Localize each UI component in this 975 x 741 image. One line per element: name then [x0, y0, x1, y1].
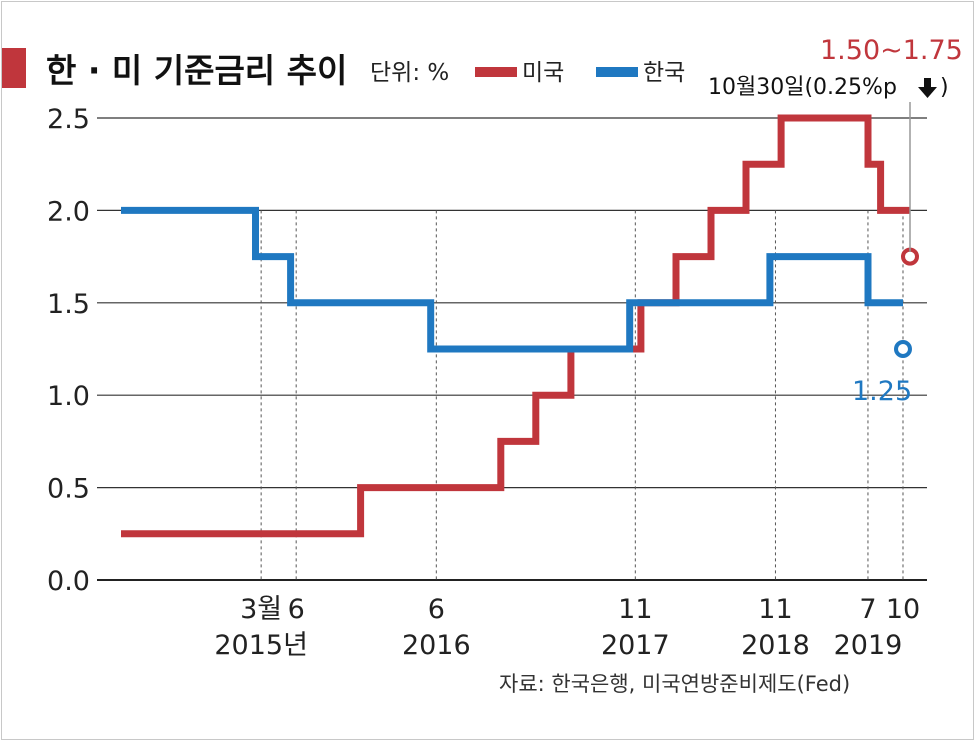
- x-tick-label: 10: [886, 594, 920, 625]
- kr-rate-line: [121, 206, 903, 353]
- x-tick-label: 7: [859, 594, 876, 625]
- x-tick-label: 6: [288, 594, 305, 625]
- title-accent-bar: [2, 48, 26, 88]
- us-end-note-close: ): [940, 75, 949, 100]
- source-note: 자료: 한국은행, 미국연방준비제도(Fed): [499, 672, 850, 696]
- x-tick-label: 6: [428, 594, 445, 625]
- chart-title: 한 · 미 기준금리 추이: [46, 51, 347, 90]
- unit-label: 단위: %: [370, 60, 449, 86]
- x-tick-year-label: 2017: [601, 630, 670, 661]
- legend-us-label: 미국: [522, 60, 564, 86]
- x-tick-label: 3월: [240, 594, 282, 625]
- us-end-note: 10월30일(0.25%p: [708, 75, 897, 100]
- y-tick-label: 1.0: [47, 381, 90, 412]
- x-tick-year-label: 2016: [402, 630, 471, 661]
- series-group: [121, 114, 919, 538]
- y-tick-label: 2.5: [47, 104, 90, 135]
- kr-end-marker: [893, 340, 912, 358]
- y-axis-ticks: 0.0 0.5 1.0 1.5 2.0 2.5: [47, 104, 90, 597]
- x-tick-year-label: 2015년: [214, 630, 308, 661]
- y-tick-label: 0.0: [47, 566, 90, 597]
- down-arrow-icon: [918, 78, 937, 98]
- x-tick-year-label: 2018: [741, 630, 810, 661]
- legend-us-swatch: [475, 67, 517, 77]
- x-tick-label: 11: [618, 594, 652, 625]
- legend-kr-swatch: [596, 67, 638, 77]
- y-tick-label: 0.5: [47, 474, 90, 505]
- legend-kr-label: 한국: [643, 60, 685, 86]
- y-tick-label: 2.0: [47, 196, 90, 227]
- us-end-label: 1.50~1.75: [820, 35, 963, 66]
- us-rate-line: [121, 114, 910, 538]
- x-axis-ticks: 3월 2015년 6 6 2016 11 2017 11 2018 7 2019 10: [214, 594, 920, 661]
- kr-end-label: 1.25: [852, 376, 912, 407]
- x-tick-year-label: 2019: [834, 630, 903, 661]
- x-tick-label: 11: [758, 594, 792, 625]
- y-tick-label: 1.5: [47, 289, 90, 320]
